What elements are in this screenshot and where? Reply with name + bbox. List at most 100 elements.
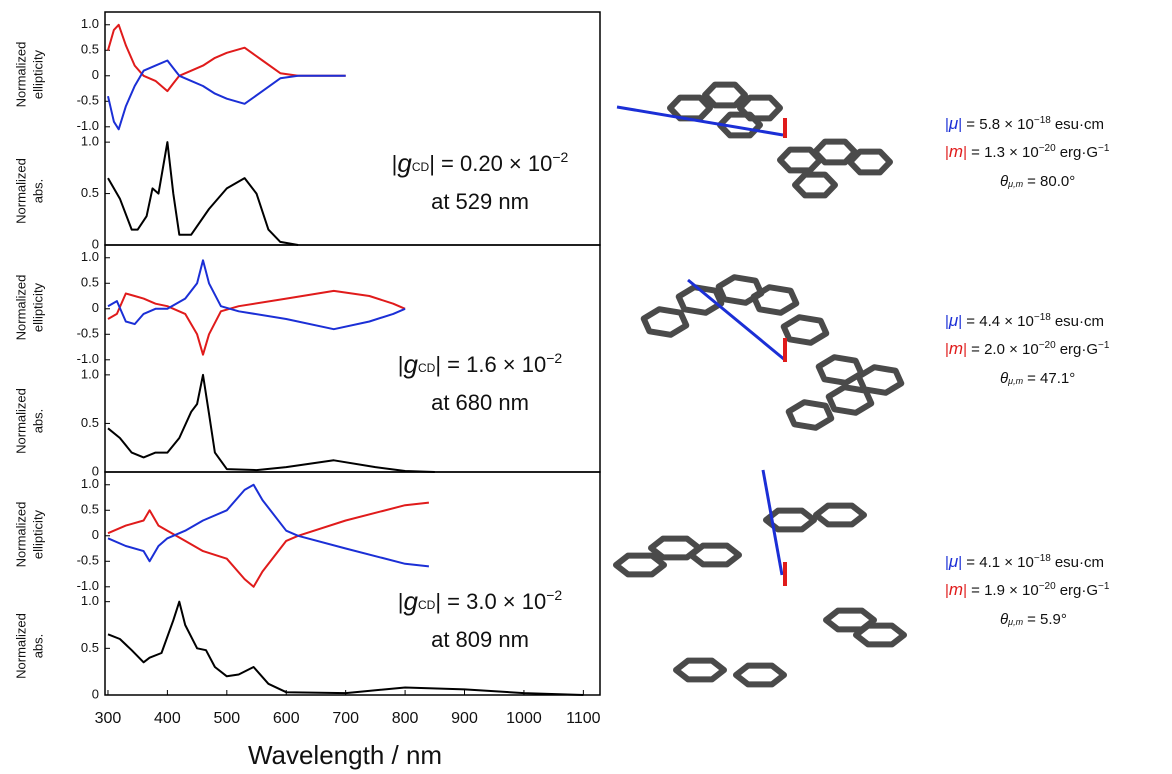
molecule-ring xyxy=(819,357,862,383)
molecule-ring xyxy=(705,85,745,106)
annotation: |gCD| = 1.6 × 10−2 xyxy=(398,349,563,379)
annotation: at 809 nm xyxy=(431,627,529,652)
moment-exponent: −20 xyxy=(1039,143,1056,154)
x-tick-label: 1100 xyxy=(566,710,601,727)
y-tick-label: -0.5 xyxy=(77,326,99,341)
annotation: |gCD| = 0.20 × 10−2 xyxy=(392,148,569,178)
moment-symbol: m xyxy=(949,580,963,599)
molecule-ring xyxy=(795,175,835,196)
series-line xyxy=(108,142,298,245)
y-tick-label: -1.0 xyxy=(77,351,99,366)
moment-part: = 1.3 × 10 xyxy=(967,144,1039,161)
molecule-ring xyxy=(856,626,904,645)
moment-part: = 4.4 × 10 xyxy=(962,313,1034,330)
y-tick-label: 1.0 xyxy=(81,134,99,149)
y-tick-label: 0 xyxy=(92,686,99,701)
y-axis-label: ellipticity xyxy=(30,509,45,559)
annotation-exponent: −2 xyxy=(552,149,568,165)
annotation-part: | = 3.0 × 10 xyxy=(435,589,546,614)
molecule-ring xyxy=(784,317,827,343)
y-tick-label: 0.5 xyxy=(81,640,99,655)
moment-symbol: m xyxy=(949,142,963,161)
angle-subscript: μ,m xyxy=(1007,179,1023,189)
molecule-ring xyxy=(829,387,872,413)
molecule-ring xyxy=(670,98,710,119)
y-tick-label: 1.0 xyxy=(81,476,99,491)
moment-unit: esu·cm xyxy=(1055,554,1104,571)
y-tick-label: -1.0 xyxy=(77,118,99,133)
x-axis-label: Wavelength / nm xyxy=(248,740,442,770)
angle-subscript: μ,m xyxy=(1007,376,1023,386)
moment-exponent: −18 xyxy=(1034,553,1051,564)
moment-label: |m| = 1.3 × 10−20erg·G−1 xyxy=(945,142,1110,161)
y-tick-label: 0.5 xyxy=(81,42,99,57)
molecule-ring xyxy=(789,402,832,428)
y-tick-label: 0 xyxy=(92,527,99,542)
y-tick-label: 1.0 xyxy=(81,249,99,264)
annotation-part: | = 0.20 × 10 xyxy=(429,151,552,176)
molecule-ring xyxy=(816,506,864,525)
annotation-exponent: −2 xyxy=(546,350,562,366)
moment-symbol: m xyxy=(949,339,963,358)
angle-label: θμ,m= 47.1° xyxy=(1000,370,1075,387)
y-tick-label: -1.0 xyxy=(77,578,99,593)
moment-exponent: −18 xyxy=(1034,312,1051,323)
moment-part: = 5.8 × 10 xyxy=(962,116,1034,133)
angle-symbol: θ xyxy=(1000,611,1008,628)
annotation: at 680 nm xyxy=(431,390,529,415)
y-axis-label: Normalized xyxy=(13,502,28,568)
series-line xyxy=(108,61,346,130)
moment-label: |μ| = 4.4 × 10−18esu·cm xyxy=(945,311,1104,330)
y-tick-label: 0 xyxy=(92,300,99,315)
y-axis-label: ellipticity xyxy=(30,282,45,332)
molecule-ring xyxy=(676,661,724,680)
x-tick-label: 800 xyxy=(392,710,419,727)
annotation-subscript: CD xyxy=(418,361,436,375)
angle-label: θμ,m= 80.0° xyxy=(1000,173,1075,190)
angle-subscript: μ,m xyxy=(1007,617,1023,627)
moment-exponent: −20 xyxy=(1039,340,1056,351)
moment-exponent: −20 xyxy=(1039,581,1056,592)
annotation: |gCD| = 3.0 × 10−2 xyxy=(398,586,563,616)
annotation-subscript: CD xyxy=(418,598,436,612)
moment-unit: esu·cm xyxy=(1055,313,1104,330)
moment-exponent: −18 xyxy=(1034,115,1051,126)
series-line xyxy=(108,25,346,91)
annotation-symbol: g xyxy=(397,148,412,178)
molecule-ring xyxy=(644,309,687,335)
series-line xyxy=(108,503,429,587)
moment-unit-exponent: −1 xyxy=(1098,340,1110,351)
moment-part: = 2.0 × 10 xyxy=(967,341,1039,358)
panel-frame xyxy=(105,472,600,695)
annotation-exponent: −2 xyxy=(546,587,562,603)
angle-symbol: θ xyxy=(1000,173,1008,190)
y-axis-label: abs. xyxy=(30,179,45,204)
annotation-subscript: CD xyxy=(412,160,430,174)
moment-unit: erg·G xyxy=(1060,144,1098,161)
x-tick-label: 900 xyxy=(451,710,478,727)
y-tick-label: 0.5 xyxy=(81,415,99,430)
y-axis-label: Normalized xyxy=(13,42,28,108)
annotation-part: | = 1.6 × 10 xyxy=(435,352,546,377)
y-axis-label: abs. xyxy=(30,634,45,659)
molecule-ring xyxy=(736,666,784,685)
series-line xyxy=(108,485,429,567)
series-line xyxy=(108,375,435,472)
y-axis-label: Normalized xyxy=(13,613,28,679)
y-tick-label: 0.5 xyxy=(81,502,99,517)
angle-label: θμ,m= 5.9° xyxy=(1000,611,1067,628)
moment-unit-exponent: −1 xyxy=(1098,143,1110,154)
y-axis-label: Normalized xyxy=(13,158,28,224)
x-tick-label: 600 xyxy=(273,710,300,727)
moment-label: |μ| = 4.1 × 10−18esu·cm xyxy=(945,552,1104,571)
moment-unit-exponent: −1 xyxy=(1098,581,1110,592)
x-tick-label: 1000 xyxy=(506,710,542,727)
figure: 1.00.50-0.5-1.0Normalizedellipticity00.5… xyxy=(0,0,1172,774)
y-tick-label: -0.5 xyxy=(77,93,99,108)
x-tick-label: 500 xyxy=(213,710,240,727)
x-tick-label: 300 xyxy=(95,710,122,727)
moment-unit: esu·cm xyxy=(1055,116,1104,133)
moment-part: = 4.1 × 10 xyxy=(962,554,1034,571)
